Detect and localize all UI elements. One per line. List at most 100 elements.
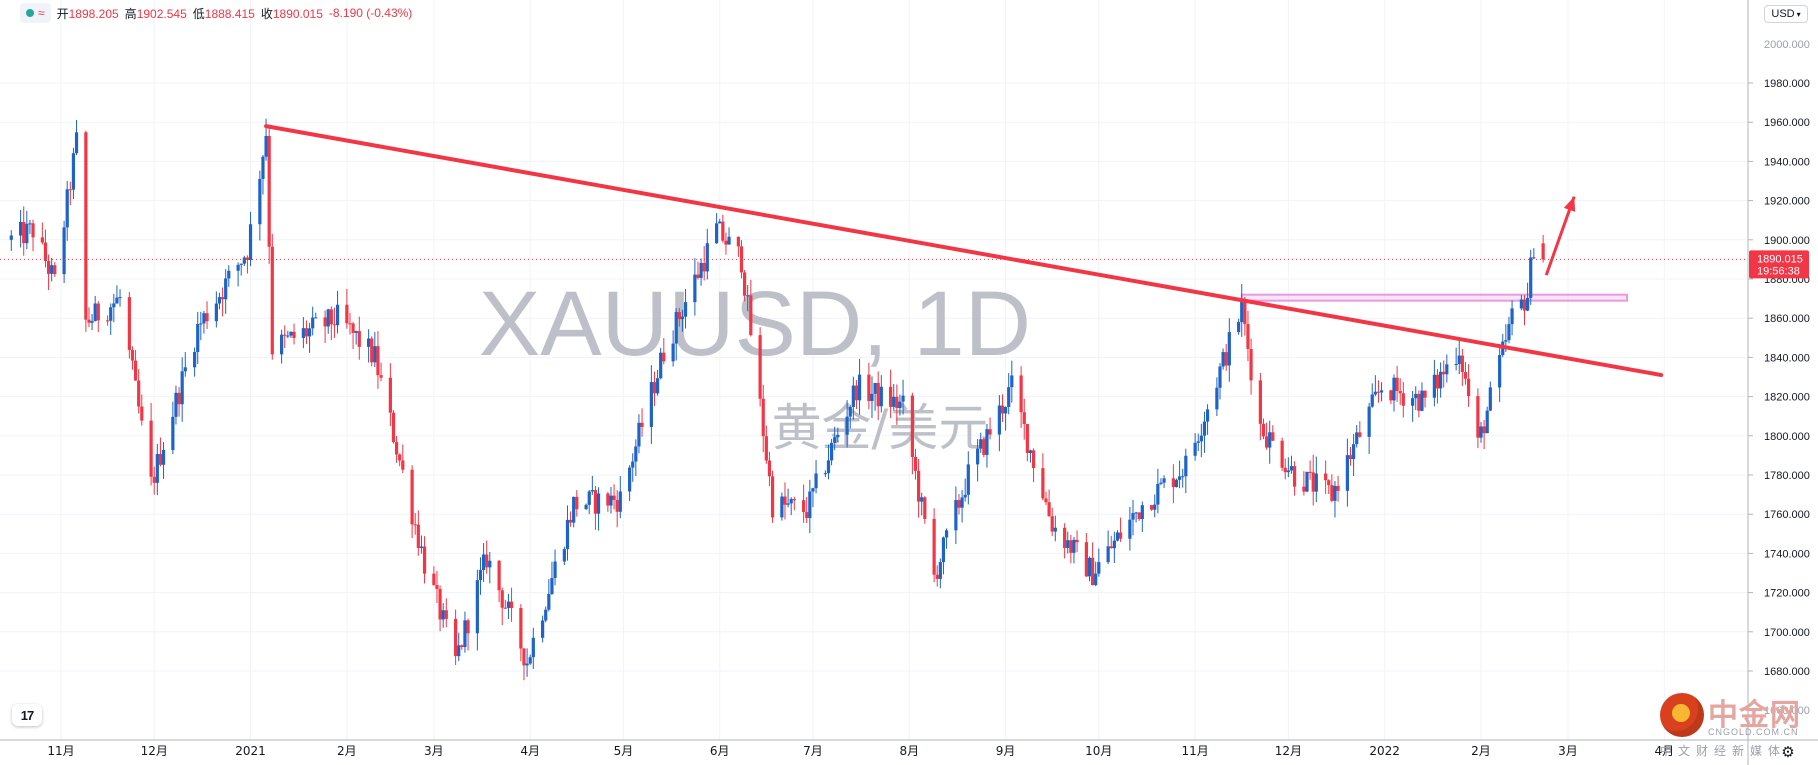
- candle-body: [1526, 297, 1530, 311]
- candle-body: [1398, 391, 1402, 394]
- candle-body: [674, 312, 678, 344]
- y-tick-label: 1780.000: [1764, 470, 1810, 482]
- candle-body: [749, 295, 753, 336]
- candle-body: [1246, 324, 1250, 349]
- candle-body: [1087, 557, 1092, 577]
- candle-body: [954, 500, 958, 531]
- candle-body: [71, 153, 76, 190]
- candle-body: [1280, 440, 1284, 468]
- candle-body: [1286, 470, 1290, 473]
- candle-body: [898, 401, 902, 409]
- candle-body: [1084, 542, 1088, 577]
- candles: [9, 118, 1545, 681]
- currency-selector[interactable]: USD ▾: [1764, 5, 1808, 23]
- candle-body: [304, 328, 309, 337]
- candle-body: [761, 398, 765, 437]
- candle-body: [289, 331, 293, 336]
- legend-toggle[interactable]: ≈: [20, 3, 51, 23]
- candle-body: [1311, 472, 1315, 492]
- x-tick-label: 12月: [141, 744, 168, 758]
- candle-body: [1112, 540, 1116, 549]
- candle-body: [1532, 257, 1536, 259]
- candle-body: [214, 303, 218, 322]
- y-tick-label: 1680.000: [1764, 666, 1810, 678]
- candle-body: [848, 406, 852, 417]
- watermark: XAUUSD, 1D 黄金/美元: [479, 273, 1031, 457]
- brand-subtitle: 中文财经新媒体: [1660, 744, 1787, 758]
- candle-body: [205, 313, 209, 322]
- x-tick-label: 5月: [614, 744, 634, 758]
- candle-body: [326, 309, 330, 327]
- candle-body: [1044, 498, 1048, 503]
- candle-body: [1193, 442, 1197, 456]
- candle-body: [481, 554, 486, 571]
- status-dot-icon: [26, 9, 34, 17]
- candle-body: [1345, 455, 1349, 491]
- candle-body: [1066, 540, 1070, 548]
- x-tick-label: 11月: [47, 744, 74, 758]
- candle-body: [1258, 380, 1262, 424]
- candle-body: [137, 380, 141, 407]
- candle-body: [1283, 467, 1287, 473]
- candle-body: [1370, 394, 1374, 407]
- candle-body: [811, 488, 815, 492]
- candle-body: [637, 422, 641, 447]
- candle-body: [966, 464, 970, 495]
- candle-body: [606, 493, 610, 506]
- candle-body: [84, 132, 88, 320]
- x-tick-label: 2021: [235, 744, 266, 758]
- candle-body: [547, 593, 551, 610]
- candle-body: [1090, 557, 1095, 586]
- candle-body: [1454, 364, 1458, 366]
- brand-name: 中金网: [1708, 699, 1801, 732]
- candle-body: [1162, 478, 1166, 483]
- candle-body: [1498, 355, 1502, 388]
- candle-body: [1007, 387, 1011, 407]
- candle-body: [976, 448, 980, 465]
- y-tick-label: 1700.000: [1764, 627, 1810, 639]
- arrow-head-icon[interactable]: [1563, 196, 1576, 212]
- candle-body: [444, 610, 448, 619]
- x-tick-label: 3月: [1558, 744, 1578, 758]
- y-tick-label: 1740.000: [1764, 548, 1810, 560]
- candle-body: [901, 395, 905, 402]
- candle-body: [1479, 426, 1483, 438]
- candle-body: [587, 491, 591, 505]
- candle-body: [941, 537, 946, 563]
- candle-body: [1355, 432, 1359, 445]
- close-value: 1890.015: [272, 6, 323, 21]
- candle-body: [758, 335, 762, 399]
- candle-body: [307, 328, 312, 337]
- trendline[interactable]: [264, 124, 1664, 378]
- candle-body: [982, 439, 986, 455]
- candle-body: [1022, 412, 1026, 424]
- candle-body: [1336, 485, 1340, 491]
- gear-icon[interactable]: ⚙: [1781, 744, 1795, 761]
- candle-body: [1097, 562, 1101, 574]
- candle-body: [662, 352, 666, 362]
- x-tick-label: 9月: [996, 744, 1016, 758]
- candle-body: [873, 382, 877, 394]
- candle-body: [245, 257, 250, 260]
- candle-body: [90, 321, 94, 323]
- candle-body: [457, 645, 461, 657]
- candle-body: [829, 442, 834, 461]
- candle-body: [463, 620, 467, 647]
- candle-body: [485, 554, 489, 568]
- y-tick-label: 1760.000: [1764, 509, 1810, 521]
- candle-body: [1352, 444, 1356, 460]
- y-tick-label: 1860.000: [1764, 313, 1810, 325]
- candle-body: [301, 328, 305, 338]
- tradingview-logo-icon[interactable]: 17: [12, 704, 42, 726]
- candle-body: [525, 663, 529, 666]
- candle-body: [916, 470, 921, 502]
- candle-body: [379, 375, 383, 378]
- candle-body: [391, 412, 396, 443]
- candle-body: [541, 620, 545, 638]
- candle-body: [1215, 387, 1219, 410]
- candle-body: [43, 242, 48, 262]
- candle-body: [736, 236, 740, 247]
- candle-body: [394, 442, 399, 455]
- candle-body: [183, 367, 187, 372]
